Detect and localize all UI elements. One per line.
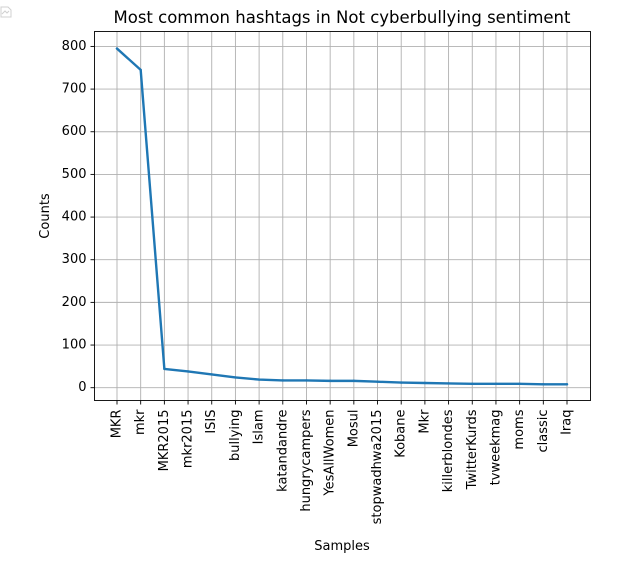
data-point [376, 380, 379, 383]
data-point [494, 382, 498, 386]
x-tick-label: katandandre [275, 410, 290, 492]
data-point [352, 379, 356, 383]
y-tick-label: 200 [62, 295, 87, 310]
x-tick-label: ISIS [204, 410, 219, 434]
data-point [234, 376, 237, 379]
plot-area-frame [94, 31, 591, 401]
broken-image-icon [0, 6, 12, 18]
x-axis-label: Samples [314, 539, 370, 554]
y-tick-label: 800 [62, 39, 87, 54]
data-series-layer [115, 47, 569, 386]
x-tick-label: stopwadhwa2015 [370, 410, 385, 525]
y-tick-label: 100 [62, 338, 87, 353]
y-tick-label: 700 [62, 82, 87, 97]
y-tick-label: 0 [78, 380, 86, 395]
chart-title: Most common hashtags in Not cyberbullyin… [114, 8, 572, 27]
x-tick-label: killerblondes [441, 409, 456, 492]
series-line [115, 47, 569, 386]
x-tick-label: hungrycampers [299, 409, 314, 511]
data-point [565, 383, 569, 386]
x-tick-label: MKR [110, 410, 125, 439]
y-axis-ticks: 0 100 200 300 400 500 600 700 800 [62, 39, 95, 395]
data-point [163, 367, 166, 371]
y-axis-label: Counts [38, 193, 53, 239]
x-tick-label: mkr2015 [181, 410, 196, 469]
y-tick-label: 300 [62, 252, 87, 267]
x-tick-label: Islam [252, 410, 267, 445]
x-tick-label: tvweekmag [488, 410, 503, 486]
data-point [423, 381, 427, 385]
data-point [305, 379, 308, 382]
x-tick-label: moms [512, 409, 527, 449]
data-point [281, 379, 284, 382]
data-point [257, 378, 261, 381]
data-point [471, 382, 474, 386]
x-tick-label: bullying [228, 410, 243, 462]
y-tick-label: 400 [62, 210, 87, 225]
y-tick-label: 500 [62, 167, 87, 182]
x-tick-label: classic [536, 410, 551, 453]
x-tick-label: Mosul [346, 410, 361, 448]
x-tick-label: mkr [133, 409, 148, 435]
data-point [518, 382, 521, 386]
x-tick-label: Mkr [417, 409, 432, 434]
x-tick-label: TwitterKurds [465, 409, 480, 490]
x-tick-label: Iraq [560, 410, 575, 435]
data-point [447, 382, 450, 385]
data-point [400, 381, 403, 384]
x-tick-label: YesAllWomen [323, 410, 338, 497]
data-point [328, 379, 332, 383]
y-tick-label: 600 [62, 124, 87, 139]
data-point [186, 370, 190, 373]
grid-lines [94, 31, 591, 401]
x-tick-label: MKR2015 [157, 410, 172, 472]
data-point [542, 383, 545, 386]
data-point [139, 68, 142, 72]
x-tick-label: Kobane [394, 410, 409, 458]
data-point [115, 47, 119, 50]
x-axis-ticks: MKR mkr MKR2015 mkr2015 ISIS bullying Islam kat… [110, 400, 575, 525]
data-point [210, 373, 213, 376]
